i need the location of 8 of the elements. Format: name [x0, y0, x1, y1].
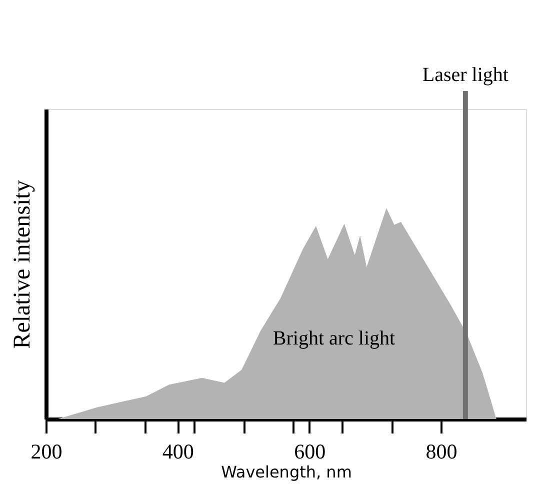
- ref-line-label: Laser light: [422, 64, 509, 86]
- x-tick-label: 800: [426, 440, 458, 464]
- x-tick-label: 600: [294, 440, 326, 464]
- x-axis-title: Wavelength, nm: [221, 462, 352, 482]
- x-tick-label: 400: [162, 440, 194, 464]
- annotation: Bright arc light: [272, 327, 396, 350]
- y-axis-title: Relative intensity: [10, 180, 36, 349]
- x-tick-label: 200: [30, 440, 62, 464]
